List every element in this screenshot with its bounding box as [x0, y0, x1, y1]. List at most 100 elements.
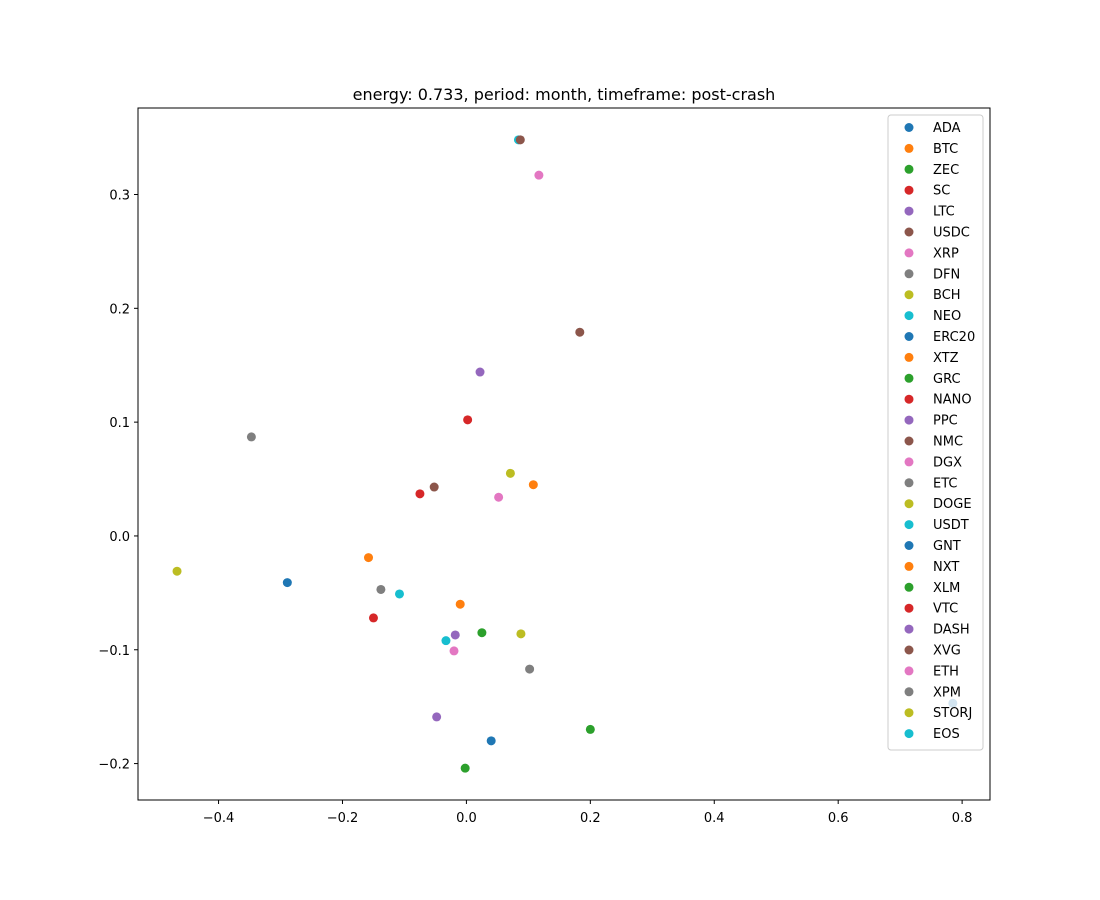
x-tick-label: 0.8 — [952, 811, 973, 826]
legend-label-eth: ETH — [933, 664, 959, 679]
legend-marker-dgx — [904, 457, 914, 467]
point-sc — [415, 489, 425, 499]
legend: ADA BTC ZEC SC LTC USDC XRP DFN BCH NEO ERC20 XTZ GR… — [887, 114, 984, 751]
y-tick-label: 0.3 — [109, 189, 130, 204]
legend-marker-nxt — [904, 561, 914, 571]
legend-marker-bch — [904, 290, 914, 300]
legend-label-usdc: USDC — [933, 226, 970, 241]
point-nxt — [455, 599, 465, 609]
legend-label-dfn: DFN — [933, 267, 960, 282]
x-tick-label: 0.4 — [704, 811, 725, 826]
legend-label-storj: STORJ — [933, 706, 972, 721]
y-tick-label: −0.2 — [98, 758, 130, 773]
plot-frame — [137, 107, 991, 801]
legend-marker-ppc — [904, 415, 914, 425]
legend-marker-zec — [904, 164, 914, 174]
chart-title: energy: 0.733, period: month, timeframe:… — [353, 85, 776, 104]
legend-label-sc: SC — [933, 184, 950, 199]
legend-label-xlm: XLM — [933, 581, 960, 596]
point-xlm — [460, 763, 470, 773]
point-eos — [441, 636, 451, 646]
legend-label-ltc: LTC — [933, 205, 955, 220]
point-ppc — [432, 712, 442, 722]
y-tick-label: 0.2 — [109, 302, 130, 317]
legend-label-etc: ETC — [933, 476, 957, 491]
legend-label-dgx: DGX — [933, 455, 962, 470]
legend-marker-nano — [904, 394, 914, 404]
legend-marker-grc — [904, 373, 914, 383]
y-tick-label: −0.1 — [98, 644, 130, 659]
legend-label-bch: BCH — [933, 288, 961, 303]
legend-label-neo: NEO — [933, 309, 961, 324]
y-tick-label: 0.1 — [109, 416, 130, 431]
y-axis: −0.2 −0.1 0.0 0.1 0.2 0.3 — [98, 189, 138, 773]
legend-marker-nmc — [904, 436, 914, 446]
legend-marker-xpm — [904, 687, 914, 697]
point-zec — [585, 724, 595, 734]
legend-marker-dfn — [904, 269, 914, 279]
legend-label-xtz: XTZ — [933, 351, 959, 366]
point-ltc — [475, 367, 485, 377]
legend-marker-usdc — [904, 227, 914, 237]
legend-marker-gnt — [904, 541, 914, 550]
point-etc — [246, 432, 256, 442]
legend-label-nxt: NXT — [933, 560, 959, 575]
legend-marker-vtc — [904, 603, 914, 613]
point-bch — [505, 468, 515, 478]
point-xrp — [534, 170, 544, 180]
legend-marker-neo — [904, 311, 914, 321]
x-tick-label: 0.2 — [580, 811, 601, 826]
data-points — [172, 135, 958, 773]
legend-label-xpm: XPM — [933, 685, 961, 700]
legend-label-doge: DOGE — [933, 497, 972, 512]
point-dfn — [525, 664, 535, 674]
x-tick-label: −0.2 — [327, 811, 359, 826]
legend-label-nmc: NMC — [933, 435, 963, 450]
legend-marker-eos — [904, 729, 914, 739]
legend-label-erc20: ERC20 — [933, 330, 975, 345]
legend-marker-usdt — [904, 520, 914, 530]
legend-label-zec: ZEC — [933, 163, 959, 178]
point-xtz — [364, 553, 374, 563]
point-usdt — [394, 589, 404, 599]
legend-marker-xtz — [904, 352, 914, 362]
legend-label-gnt: GNT — [933, 539, 961, 554]
legend-label-xrp: XRP — [933, 246, 959, 261]
legend-marker-xlm — [904, 582, 914, 592]
point-nmc — [515, 135, 525, 145]
legend-label-ada: ADA — [933, 121, 961, 136]
legend-marker-ada — [904, 123, 914, 132]
point-storj — [516, 629, 526, 639]
point-usdc — [575, 327, 585, 337]
point-vtc — [368, 613, 378, 623]
legend-marker-xrp — [904, 248, 914, 258]
legend-label-nano: NANO — [933, 393, 972, 408]
legend-label-eos: EOS — [933, 727, 960, 742]
legend-label-ppc: PPC — [933, 414, 958, 429]
legend-label-dash: DASH — [933, 623, 970, 638]
legend-marker-dash — [904, 624, 914, 634]
legend-marker-ltc — [904, 206, 914, 216]
x-tick-label: −0.4 — [203, 811, 235, 826]
point-gnt — [486, 736, 496, 746]
legend-marker-xvg — [904, 645, 914, 655]
point-nano — [463, 415, 473, 425]
x-tick-label: 0.6 — [828, 811, 849, 826]
legend-marker-storj — [904, 708, 914, 718]
point-eth — [449, 646, 459, 656]
legend-label-usdt: USDT — [933, 518, 969, 533]
legend-marker-sc — [904, 185, 914, 195]
y-tick-label: 0.0 — [109, 530, 130, 545]
legend-marker-erc20 — [904, 332, 914, 341]
point-xpm — [376, 584, 386, 594]
legend-marker-eth — [904, 666, 914, 676]
legend-marker-etc — [904, 478, 914, 488]
x-axis: −0.4 −0.2 0.0 0.2 0.4 0.6 0.8 — [203, 800, 973, 826]
legend-label-xvg: XVG — [933, 644, 961, 659]
legend-label-btc: BTC — [933, 142, 958, 157]
legend-label-vtc: VTC — [933, 602, 958, 617]
x-tick-label: 0.0 — [456, 811, 477, 826]
point-dgx — [494, 492, 504, 502]
point-erc20 — [282, 578, 292, 588]
